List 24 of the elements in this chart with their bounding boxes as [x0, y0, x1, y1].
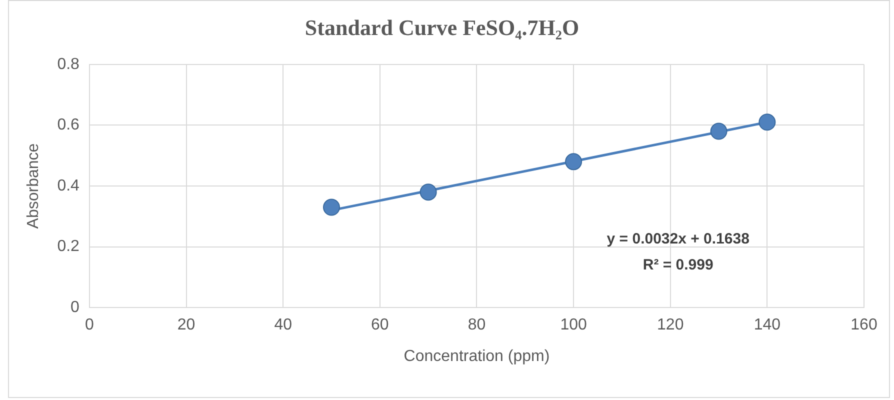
annotation: y = 0.0032x + 0.1638 [606, 230, 750, 248]
y-tick-label: 0.4 [57, 177, 80, 194]
y-tick-label: 0.2 [57, 238, 80, 256]
y-axis-title: Absorbance [25, 143, 42, 229]
x-tick-label: 40 [274, 316, 292, 334]
x-tick-label: 80 [468, 316, 486, 334]
x-tick-label: 20 [177, 316, 196, 334]
x-tick-label: 160 [850, 316, 878, 334]
x-tick-label: 0 [84, 316, 94, 334]
chart-title: Standard Curve FeSO₄.7H₂O [304, 14, 580, 40]
x-axis-title: Concentration (ppm) [404, 348, 550, 365]
point [758, 114, 776, 131]
y-tick-label: 0 [70, 299, 80, 316]
annotation: R² = 0.999 [642, 256, 714, 274]
x-tick-label: 100 [560, 316, 587, 334]
x-tick-label: 60 [371, 316, 389, 334]
point [420, 184, 437, 201]
x-tick-label: 140 [754, 316, 781, 334]
point [565, 153, 582, 170]
x-tick-label: 120 [657, 316, 684, 334]
y-tick-label: 0.6 [57, 116, 80, 134]
point [322, 198, 340, 216]
point [710, 122, 728, 140]
y-tick-label: 0.8 [57, 56, 80, 73]
